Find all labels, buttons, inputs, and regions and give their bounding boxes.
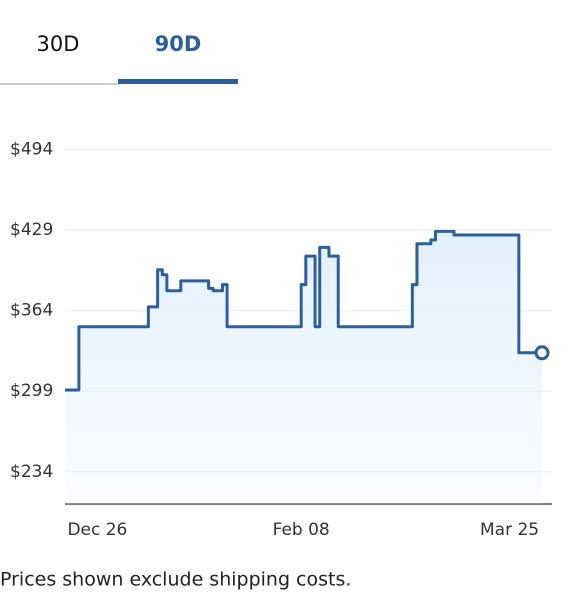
tab[interactable]: 30D xyxy=(37,32,80,56)
price-line xyxy=(65,229,542,392)
y-tick-label: $429 xyxy=(10,220,53,240)
tab[interactable]: 90D xyxy=(155,32,202,56)
x-tick-label: Mar 25 xyxy=(480,520,539,540)
y-tick-label: $364 xyxy=(10,301,53,321)
y-tick-label: $299 xyxy=(10,381,53,401)
y-tick-label: $494 xyxy=(10,140,53,160)
x-tick-label: Dec 26 xyxy=(67,520,127,540)
y-tick-label: $234 xyxy=(10,462,53,482)
active-tab-indicator xyxy=(118,79,238,84)
price-area xyxy=(65,231,542,505)
x-tick-label: Feb 08 xyxy=(273,520,330,540)
current-price-marker xyxy=(534,345,550,361)
footnote: Prices shown exclude shipping costs. xyxy=(0,569,351,591)
